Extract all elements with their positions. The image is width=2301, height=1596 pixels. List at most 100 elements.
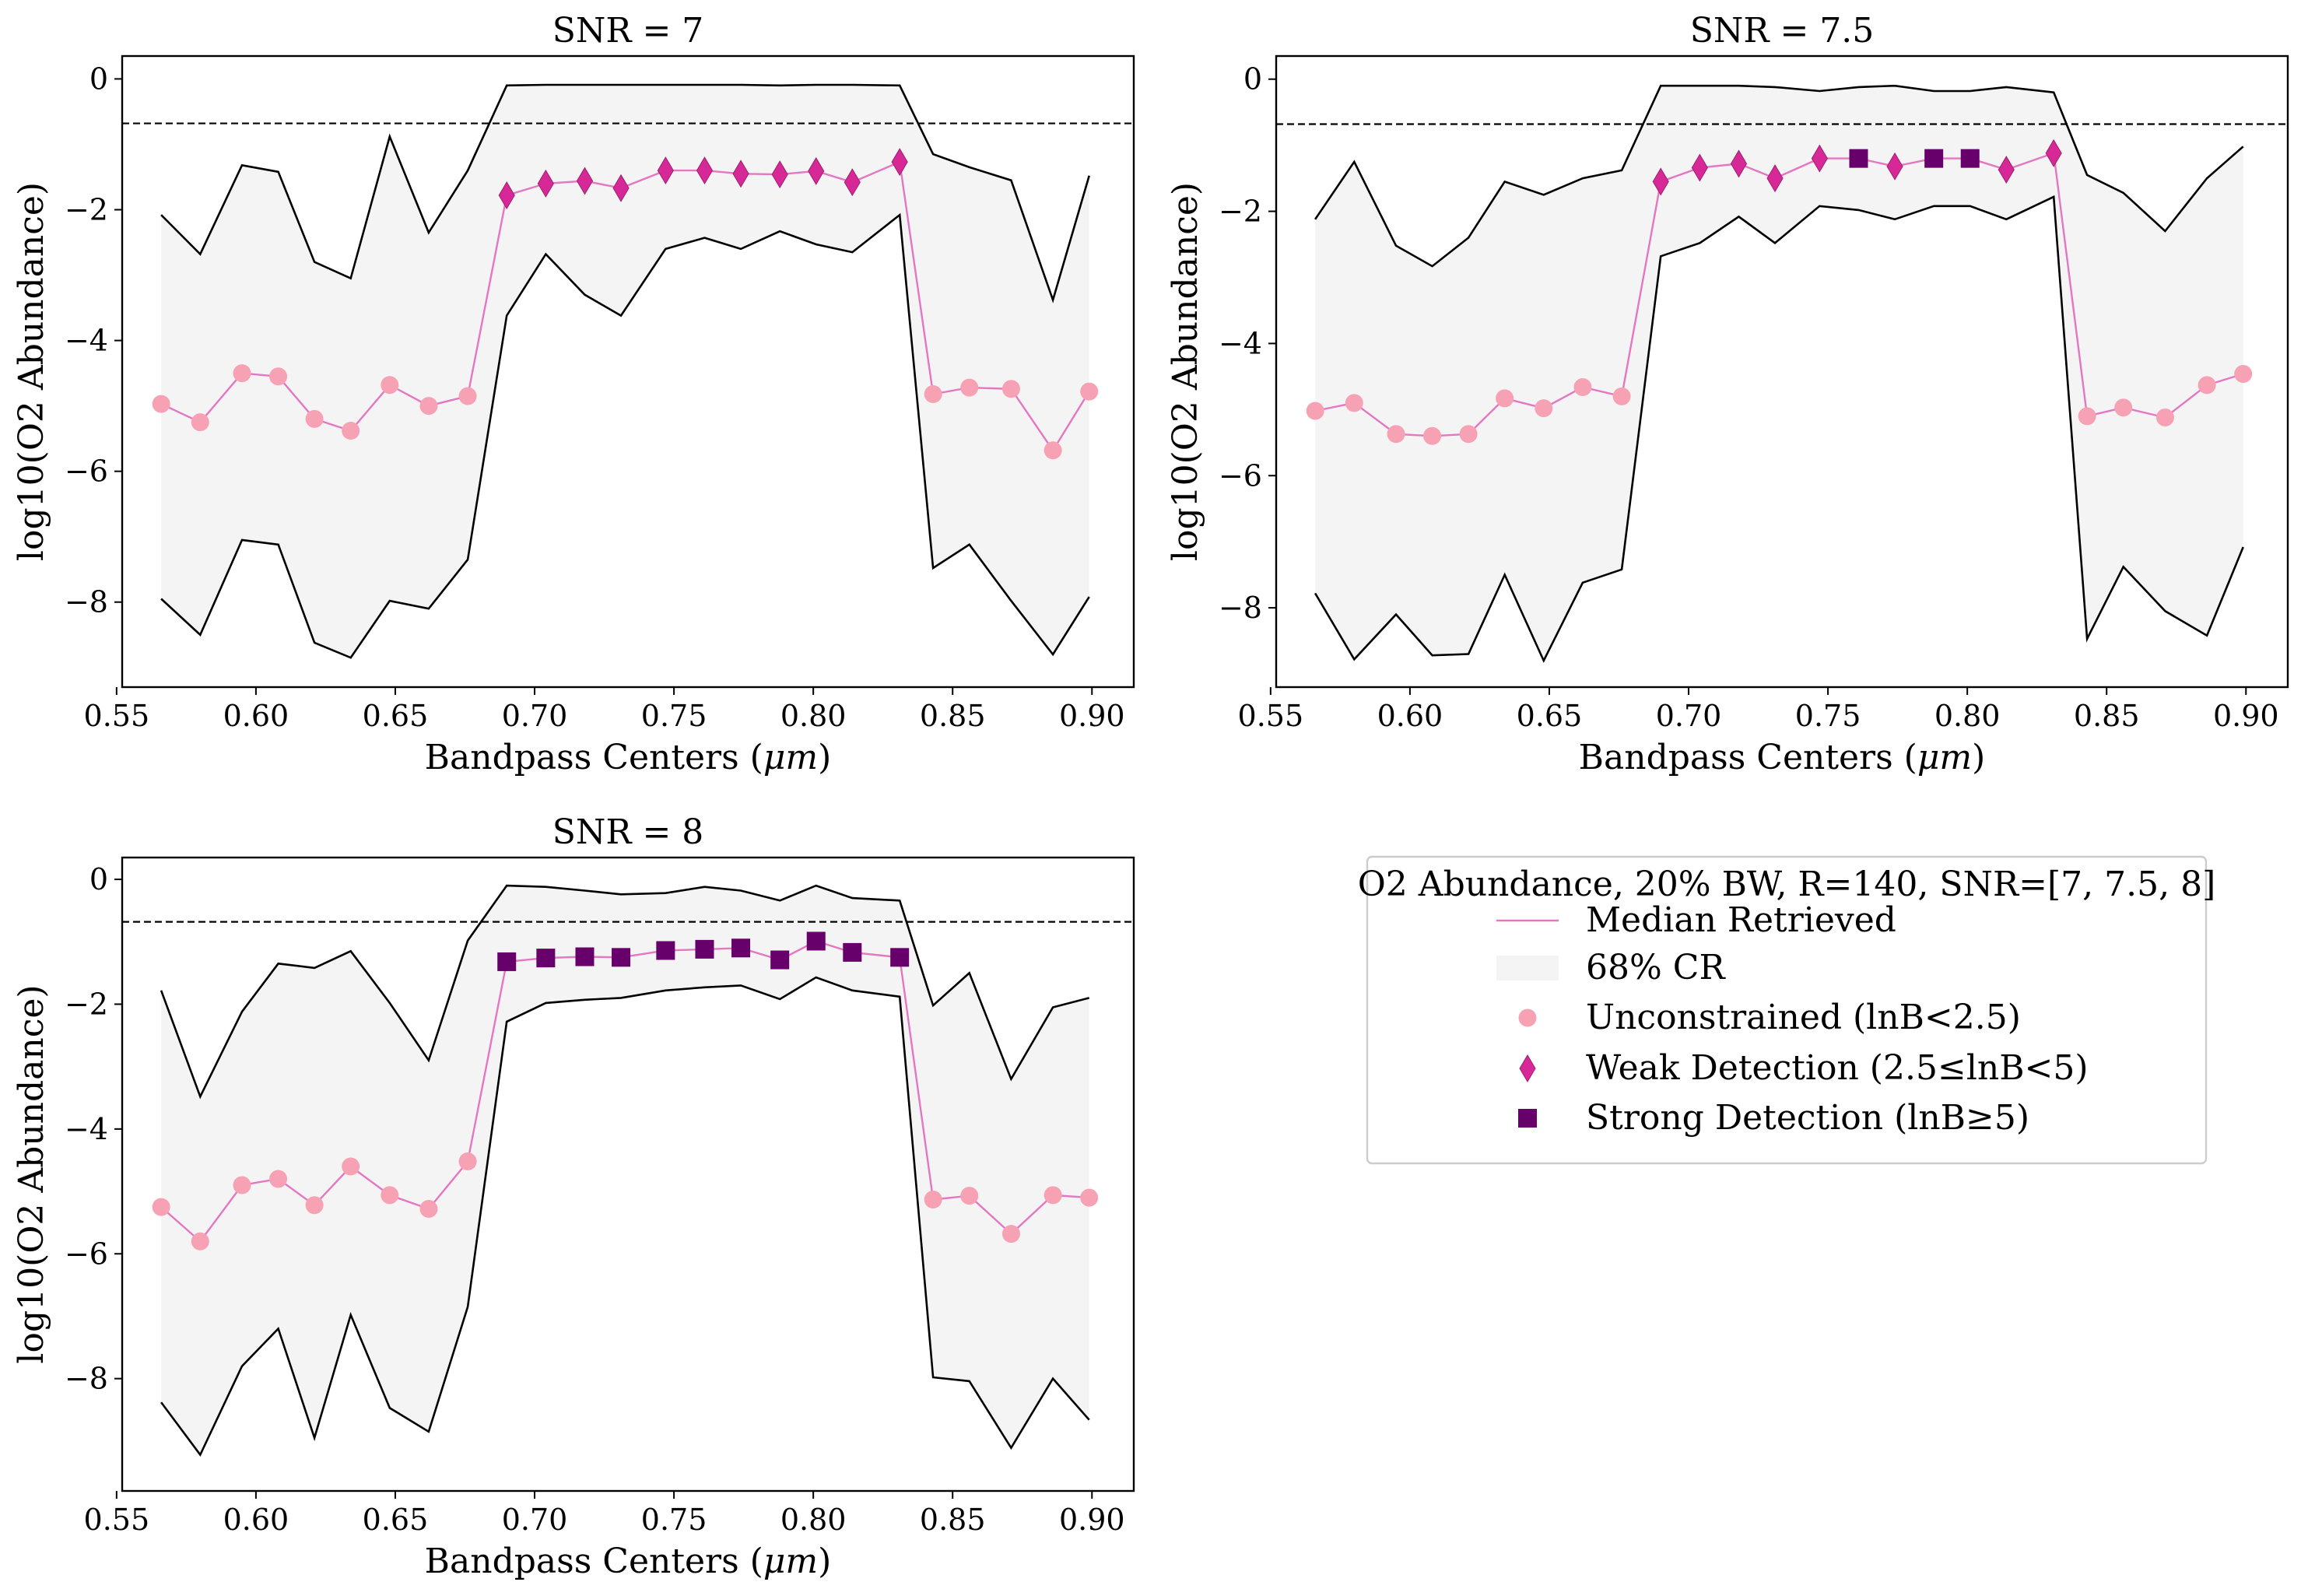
lower-bound-line xyxy=(1314,195,2244,664)
x-tick-label: 0.60 xyxy=(223,1503,289,1537)
strong-detection-point xyxy=(770,950,790,970)
lower-bound-line xyxy=(160,212,1090,659)
unconstrained-point xyxy=(1459,425,1478,444)
y-tick-label: −6 xyxy=(1219,458,1262,493)
weak-detection-point xyxy=(537,169,554,198)
panel-title: SNR = 7.5 xyxy=(1690,11,1875,51)
x-tick-label: 0.70 xyxy=(502,699,568,733)
y-tick-label: −8 xyxy=(1219,591,1262,625)
unconstrained-point xyxy=(381,1186,399,1205)
strong-detection-point xyxy=(1960,149,1980,168)
x-axis-label: Bandpass Centers (μm) xyxy=(1579,738,1986,777)
y-tick-label: −6 xyxy=(65,1236,108,1271)
weak-detection-point xyxy=(1886,152,1903,181)
credible-region-band xyxy=(1315,86,2243,661)
y-tick-label: −4 xyxy=(65,324,108,358)
lower-bound-line xyxy=(160,976,1090,1457)
x-axis-label-unit: μm xyxy=(763,1542,818,1581)
unconstrained-point xyxy=(2155,409,2174,427)
x-tick-label: 0.85 xyxy=(2074,699,2140,733)
unconstrained-point xyxy=(458,1152,477,1171)
unconstrained-point xyxy=(1306,402,1324,420)
panel-title: SNR = 7 xyxy=(552,11,704,51)
unconstrained-point xyxy=(960,378,979,397)
weak-detection-point xyxy=(612,174,630,202)
unconstrained-point xyxy=(191,1232,209,1250)
upper-bound-line xyxy=(160,83,1090,303)
weak-detection-point xyxy=(498,181,515,209)
unconstrained-point xyxy=(2078,407,2096,426)
y-tick-label: −2 xyxy=(65,987,108,1021)
x-tick-label: 0.60 xyxy=(223,699,289,733)
strong-detection-point xyxy=(1924,149,1944,168)
unconstrained-point xyxy=(960,1187,979,1205)
legend-diamond-icon xyxy=(1519,1054,1536,1082)
strong-detection-point xyxy=(575,947,595,966)
unconstrained-point xyxy=(1423,426,1442,445)
y-tick-label: 0 xyxy=(89,862,108,896)
x-tick-label: 0.75 xyxy=(641,699,707,733)
strong-detection-point xyxy=(497,952,517,971)
weak-detection-point xyxy=(808,156,825,185)
x-tick-label: 0.85 xyxy=(920,699,986,733)
unconstrained-point xyxy=(419,1200,438,1219)
unconstrained-point xyxy=(1080,1188,1099,1207)
axes-frame xyxy=(121,856,1135,1493)
strong-detection-point xyxy=(806,931,826,951)
legend: O2 Abundance, 20% BW, R=140, SNR=[7, 7.5… xyxy=(1358,855,2215,1165)
unconstrained-point xyxy=(1387,425,1405,444)
panel-title: SNR = 8 xyxy=(552,812,704,852)
unconstrained-point xyxy=(342,1157,360,1176)
weak-detection-point xyxy=(1652,167,1669,196)
y-tick-label: −6 xyxy=(65,454,108,489)
unconstrained-point xyxy=(458,387,477,405)
unconstrained-point xyxy=(2234,364,2253,383)
strong-detection-point xyxy=(656,941,675,960)
unconstrained-point xyxy=(419,397,438,416)
y-tick-label: −8 xyxy=(65,1362,108,1396)
unconstrained-point xyxy=(381,376,399,395)
x-axis-label-unit: μm xyxy=(1917,738,1972,777)
legend-circle-icon xyxy=(1518,1008,1537,1027)
panel-2: 0.55 0.60 0.65 0.70 0.75 0.80 0.85 0.90 0 −2 −4 −6 −… xyxy=(1166,11,2289,777)
weak-detection-point xyxy=(844,168,861,197)
panel-3: 0.55 0.60 0.65 0.70 0.75 0.80 0.85 0.90 0 −2 −4 −6 −… xyxy=(12,812,1135,1581)
x-tick-label: 0.60 xyxy=(1377,699,1443,733)
x-tick-label: 0.75 xyxy=(1795,699,1861,733)
x-tick-label: 0.90 xyxy=(1059,699,1125,733)
weak-detection-point xyxy=(1998,156,2015,184)
legend-box xyxy=(1366,855,2208,1165)
x-tick-label: 0.65 xyxy=(363,699,429,733)
y-axis-label: log10(O2 Abundance) xyxy=(1166,182,1205,561)
weak-detection-point xyxy=(1730,149,1748,178)
strong-detection-point xyxy=(731,938,751,958)
unconstrained-point xyxy=(342,422,360,440)
x-axis-label-text: Bandpass Centers ( xyxy=(425,738,763,777)
y-axis-label: log10(O2 Abundance) xyxy=(12,984,51,1363)
unconstrained-point xyxy=(1080,382,1099,401)
unconstrained-point xyxy=(152,395,170,413)
x-tick-label: 0.90 xyxy=(1059,1503,1125,1537)
x-axis-label-close: ) xyxy=(818,1542,831,1581)
x-tick-label: 0.75 xyxy=(641,1503,707,1537)
unconstrained-point xyxy=(924,384,942,403)
legend-label: Median Retrieved xyxy=(1586,900,1896,940)
x-axis-label: Bandpass Centers (μm) xyxy=(425,738,832,777)
unconstrained-point xyxy=(1535,399,1553,418)
weak-detection-point xyxy=(771,160,788,189)
legend-label: Unconstrained (lnB<2.5) xyxy=(1586,998,2021,1037)
strong-detection-point xyxy=(843,942,862,962)
strong-detection-point xyxy=(695,939,714,959)
x-tick-label: 0.65 xyxy=(1517,699,1583,733)
upper-bound-line xyxy=(160,884,1090,1100)
upper-bound-line xyxy=(1314,84,2244,268)
legend-square-icon xyxy=(1518,1109,1537,1128)
x-axis-label-close: ) xyxy=(818,738,831,777)
x-axis-label-close: ) xyxy=(1972,738,1985,777)
legend-entry-unconstrained: Unconstrained (lnB<2.5) xyxy=(1518,998,2021,1037)
unconstrained-point xyxy=(1001,380,1020,398)
y-tick-label: 0 xyxy=(89,61,108,96)
y-axis-label: log10(O2 Abundance) xyxy=(12,182,51,561)
unconstrained-point xyxy=(269,367,288,386)
